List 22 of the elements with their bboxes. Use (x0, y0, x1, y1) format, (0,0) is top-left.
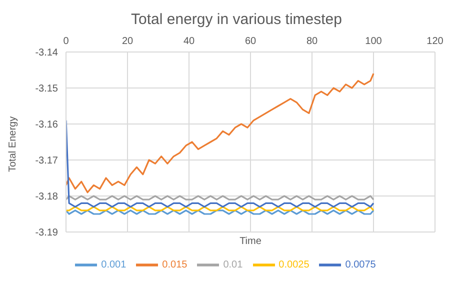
y-tick-label: -3.18 (35, 192, 58, 203)
x-tick-label: 60 (244, 36, 256, 47)
legend-label: 0.0025 (278, 260, 310, 271)
x-axis-title: Time (238, 236, 262, 247)
legend-label: 0.01 (223, 260, 243, 271)
x-tick-label: 40 (183, 36, 195, 47)
y-tick-label: -3.17 (35, 156, 58, 167)
y-axis-title: Total Energy (8, 116, 19, 172)
y-tick-label: -3.19 (35, 228, 58, 239)
y-tick-label: -3.16 (35, 120, 58, 131)
x-tick-label: 0 (63, 36, 70, 47)
y-tick-label: -3.15 (35, 84, 58, 95)
legend-label: 0.001 (101, 260, 126, 271)
line-series (66, 72, 374, 194)
x-tick-label: 100 (365, 36, 382, 47)
chart-title: Total energy in various timestep (130, 10, 343, 30)
x-tick-label: 80 (306, 36, 318, 47)
legend-label: 0.0075 (345, 260, 376, 271)
x-tick-label: 20 (122, 36, 134, 47)
x-tick-label: 120 (426, 36, 444, 47)
legend-label: 0.015 (162, 260, 188, 271)
y-tick-label: -3.14 (35, 48, 58, 59)
